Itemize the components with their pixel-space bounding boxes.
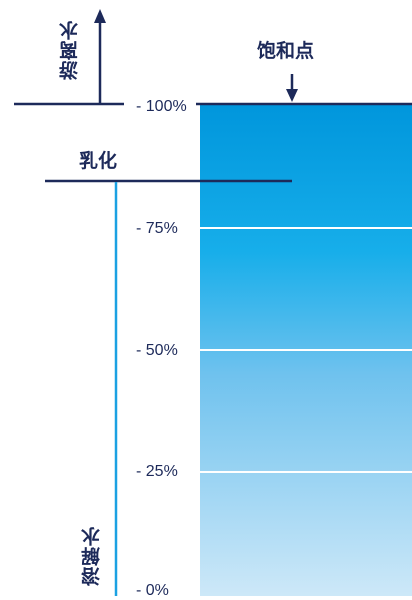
tick-label-25: - 25% xyxy=(136,463,178,480)
emulsified-label: 乳化 xyxy=(79,150,118,172)
tick-label-100: - 100% xyxy=(136,98,187,115)
saturation-point-label: 饱和点 xyxy=(257,40,315,62)
saturation-arrow-head xyxy=(286,89,298,102)
free-water-arrow-head xyxy=(94,9,106,23)
free-water-label: 游离水 xyxy=(59,20,81,80)
tick-label-75: - 75% xyxy=(136,220,178,237)
tick-label-0: - 0% xyxy=(136,582,169,599)
dissolved-water-label: 溶解水 xyxy=(81,526,103,586)
tick-label-50: - 50% xyxy=(136,342,178,359)
